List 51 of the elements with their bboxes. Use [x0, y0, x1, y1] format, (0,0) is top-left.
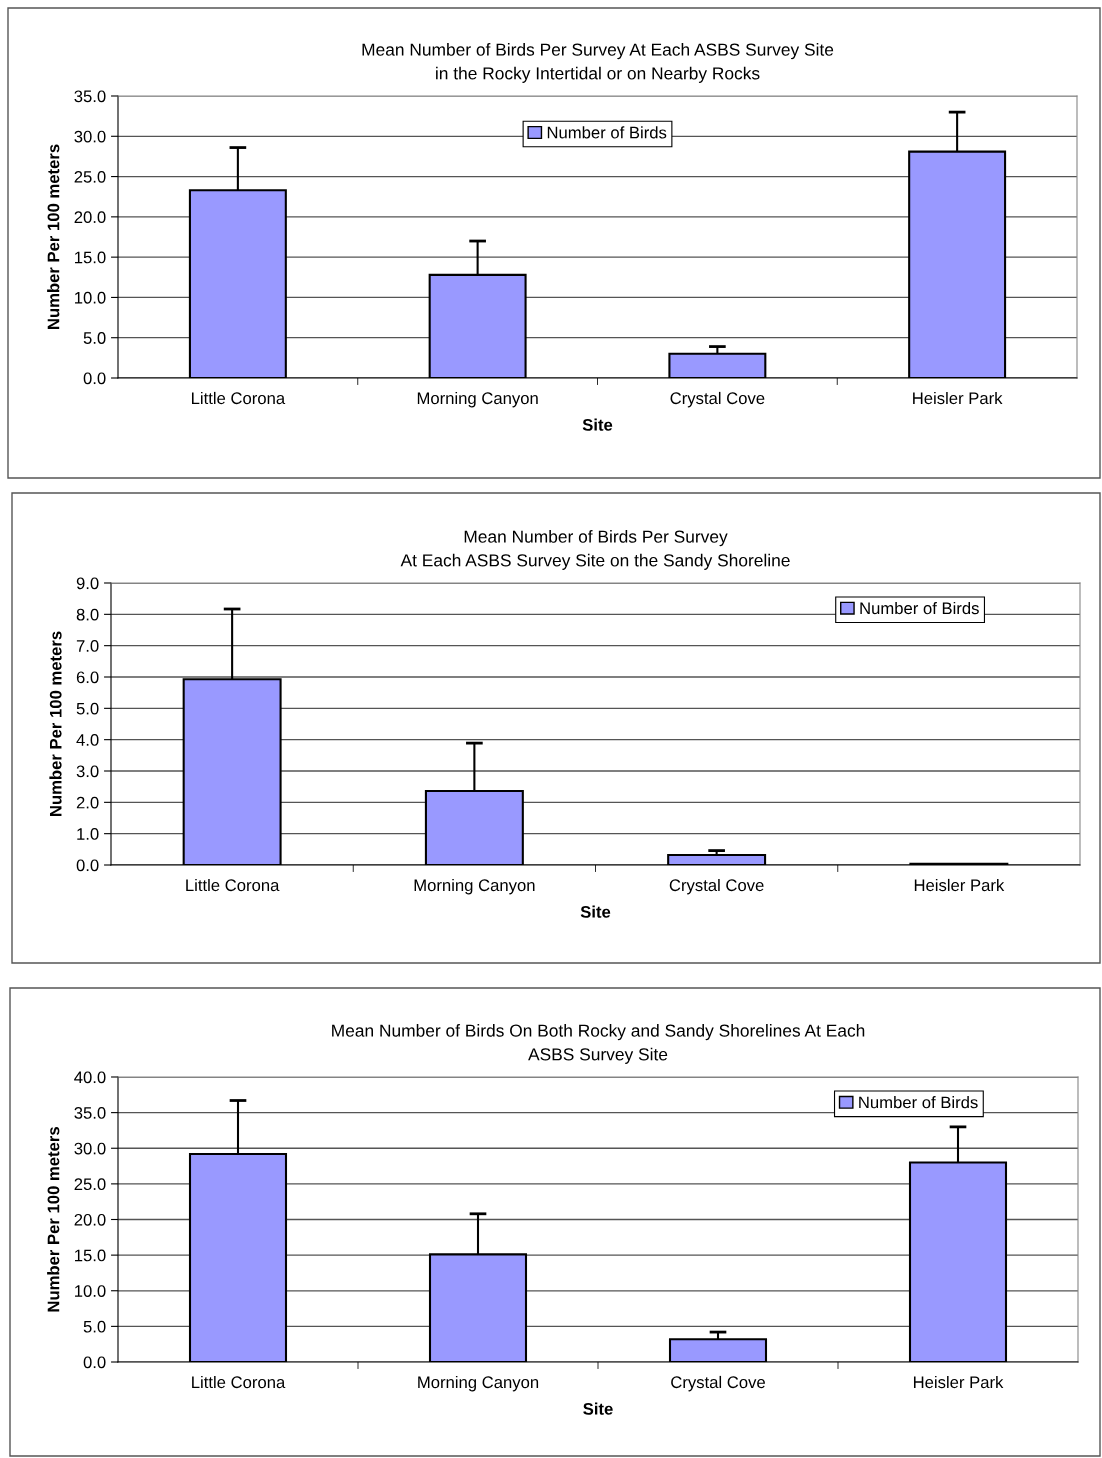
y-tick-label: 0.0 — [83, 1356, 106, 1369]
y-tick-label: 8.0 — [76, 608, 99, 621]
x-tick-label: Heisler Park — [913, 1375, 1004, 1389]
x-tick-label: Heisler Park — [914, 878, 1005, 892]
x-tick-label: Crystal Cove — [670, 391, 765, 408]
y-axis-title: Number Per 100 meters — [47, 144, 60, 329]
x-tick-label: Little Corona — [186, 878, 280, 892]
y-tick-label: 4.0 — [76, 734, 99, 746]
y-tick-label: 2.0 — [76, 796, 99, 809]
y-tick-label: 5.0 — [76, 702, 99, 715]
y-tick-label: 0.0 — [76, 859, 99, 872]
x-axis-title: Site — [580, 905, 611, 918]
x-tick-label: Crystal Cove — [671, 1375, 765, 1392]
y-tick-label: 35.0 — [74, 1107, 106, 1119]
legend-label: Number of Birds — [859, 1096, 978, 1109]
y-tick-label: 5.0 — [83, 332, 106, 344]
y-tick-label: 9.0 — [76, 577, 99, 590]
legend-label: Number of Birds — [860, 601, 979, 615]
y-tick-label: 30.0 — [74, 130, 106, 143]
y-tick-label: 30.0 — [74, 1142, 106, 1155]
x-tick-label: Little Corona — [192, 1375, 286, 1389]
x-tick-label: Morning Canyon — [414, 878, 535, 895]
x-tick-label: Little Corona — [192, 391, 286, 405]
chart-title: Mean Number of Birds On Both Rocky and Sandy Shorelines At Each ASBS Survey Site — [332, 1024, 865, 1064]
y-axis-title: Number Per 100 meters — [49, 631, 62, 816]
y-tick-label: 20.0 — [74, 1213, 106, 1226]
legend-label: Number of Birds — [547, 126, 667, 139]
x-axis-title: Site — [582, 418, 613, 431]
y-tick-label: 6.0 — [76, 671, 99, 684]
y-tick-label: 10.0 — [75, 291, 106, 304]
x-tick-label: Morning Canyon — [418, 1375, 539, 1392]
y-tick-label: 25.0 — [74, 1178, 106, 1191]
x-tick-label: Crystal Cove — [669, 878, 764, 895]
y-tick-label: 20.0 — [74, 211, 106, 224]
chart-title: Mean Number of Birds Per Survey At Each ASBS Survey Site in the Rocky Intertidal or on Nearby Rocks — [362, 43, 834, 83]
y-tick-label: 25.0 — [74, 170, 106, 183]
y-tick-label: 35.0 — [74, 90, 106, 103]
x-axis-title: Site — [583, 1402, 613, 1415]
y-axis-title: Number Per 100 meters — [47, 1127, 60, 1312]
y-tick-label: 0.0 — [83, 372, 106, 385]
y-tick-label: 1.0 — [77, 828, 99, 840]
x-tick-label: Heisler Park — [913, 391, 1003, 405]
y-tick-label: 15.0 — [75, 1249, 106, 1262]
y-tick-label: 40.0 — [74, 1071, 106, 1084]
y-tick-label: 3.0 — [76, 765, 99, 778]
y-tick-label: 15.0 — [75, 251, 106, 264]
y-tick-label: 10.0 — [75, 1285, 106, 1297]
chart-title: Mean Number of Birds Per Survey At Each ASBS Survey Site on the Sandy Shoreline — [400, 530, 790, 570]
x-tick-label: Morning Canyon — [417, 391, 538, 408]
y-tick-label: 5.0 — [83, 1320, 106, 1333]
y-tick-label: 7.0 — [76, 640, 99, 652]
